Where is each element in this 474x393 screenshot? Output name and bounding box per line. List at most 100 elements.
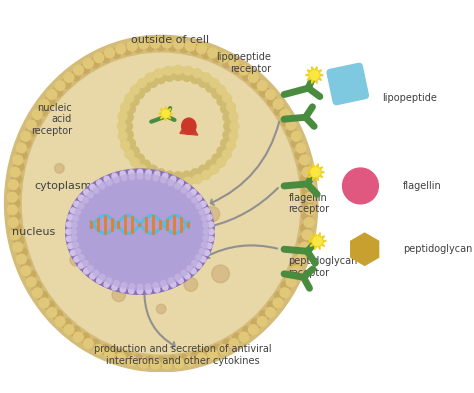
Circle shape [130, 158, 139, 167]
Text: nucleus: nucleus [12, 227, 55, 237]
Circle shape [212, 90, 221, 99]
Polygon shape [335, 68, 364, 81]
Circle shape [173, 65, 182, 74]
Circle shape [233, 333, 243, 343]
Circle shape [73, 216, 78, 221]
Circle shape [156, 356, 166, 366]
Circle shape [10, 198, 20, 208]
Circle shape [222, 94, 231, 103]
Circle shape [71, 229, 76, 234]
Circle shape [229, 112, 238, 121]
Circle shape [164, 177, 173, 186]
Circle shape [137, 79, 146, 88]
Circle shape [197, 353, 207, 363]
Circle shape [196, 195, 201, 200]
Circle shape [221, 105, 230, 114]
Ellipse shape [132, 80, 225, 173]
Circle shape [68, 215, 73, 220]
Circle shape [61, 79, 71, 88]
Circle shape [178, 180, 183, 185]
Circle shape [83, 260, 88, 266]
Circle shape [114, 177, 119, 183]
Text: lipopeptide
receptor: lipopeptide receptor [217, 52, 272, 74]
Circle shape [53, 87, 63, 97]
Circle shape [13, 155, 23, 165]
Circle shape [64, 325, 74, 334]
Circle shape [135, 90, 144, 99]
Text: DNA: DNA [129, 236, 160, 249]
Circle shape [219, 53, 228, 62]
Circle shape [135, 154, 144, 163]
Circle shape [21, 266, 31, 275]
Circle shape [137, 284, 143, 290]
Circle shape [88, 266, 93, 271]
Ellipse shape [22, 53, 300, 354]
Circle shape [47, 308, 57, 318]
Circle shape [31, 116, 41, 126]
Circle shape [73, 65, 83, 75]
Circle shape [295, 248, 305, 257]
Circle shape [84, 189, 89, 195]
Circle shape [70, 253, 83, 266]
Circle shape [301, 174, 310, 184]
Circle shape [8, 205, 17, 215]
Circle shape [302, 167, 312, 177]
Circle shape [150, 359, 160, 369]
Circle shape [267, 96, 277, 106]
Circle shape [199, 248, 204, 254]
Circle shape [171, 282, 176, 287]
Circle shape [66, 236, 72, 242]
Circle shape [139, 39, 148, 49]
Circle shape [133, 43, 143, 53]
Circle shape [260, 310, 270, 320]
Circle shape [21, 259, 31, 269]
Circle shape [280, 288, 290, 298]
FancyBboxPatch shape [327, 63, 368, 105]
Circle shape [153, 283, 158, 288]
Circle shape [129, 174, 135, 180]
Circle shape [185, 356, 195, 366]
Circle shape [173, 178, 182, 187]
Circle shape [162, 359, 172, 369]
Circle shape [117, 122, 126, 130]
Circle shape [311, 168, 320, 177]
Ellipse shape [119, 67, 237, 185]
Circle shape [203, 222, 209, 228]
Circle shape [97, 180, 102, 185]
Circle shape [45, 96, 55, 106]
Circle shape [73, 332, 83, 342]
Circle shape [217, 147, 226, 156]
Circle shape [164, 66, 173, 75]
Circle shape [38, 106, 48, 116]
Circle shape [104, 282, 109, 287]
Circle shape [199, 78, 208, 87]
Circle shape [201, 257, 206, 262]
Circle shape [121, 141, 129, 150]
Ellipse shape [5, 35, 318, 372]
Text: lipopeptide: lipopeptide [382, 93, 437, 103]
Circle shape [251, 79, 261, 88]
Circle shape [111, 349, 121, 359]
Circle shape [223, 339, 232, 349]
Circle shape [208, 349, 218, 359]
Circle shape [302, 198, 312, 208]
Circle shape [39, 99, 49, 109]
Circle shape [146, 171, 155, 180]
Circle shape [156, 75, 165, 84]
Circle shape [31, 281, 41, 291]
Circle shape [156, 169, 165, 178]
Circle shape [10, 211, 20, 221]
Text: flagellin
receptor: flagellin receptor [288, 193, 329, 214]
Circle shape [175, 184, 180, 189]
Circle shape [233, 64, 243, 74]
Circle shape [223, 58, 232, 68]
Circle shape [192, 198, 197, 203]
Circle shape [212, 265, 229, 283]
Circle shape [72, 236, 77, 241]
Circle shape [125, 94, 134, 103]
Circle shape [299, 235, 308, 245]
Circle shape [292, 259, 301, 269]
Circle shape [104, 176, 109, 182]
Circle shape [168, 180, 173, 185]
Circle shape [273, 99, 283, 109]
